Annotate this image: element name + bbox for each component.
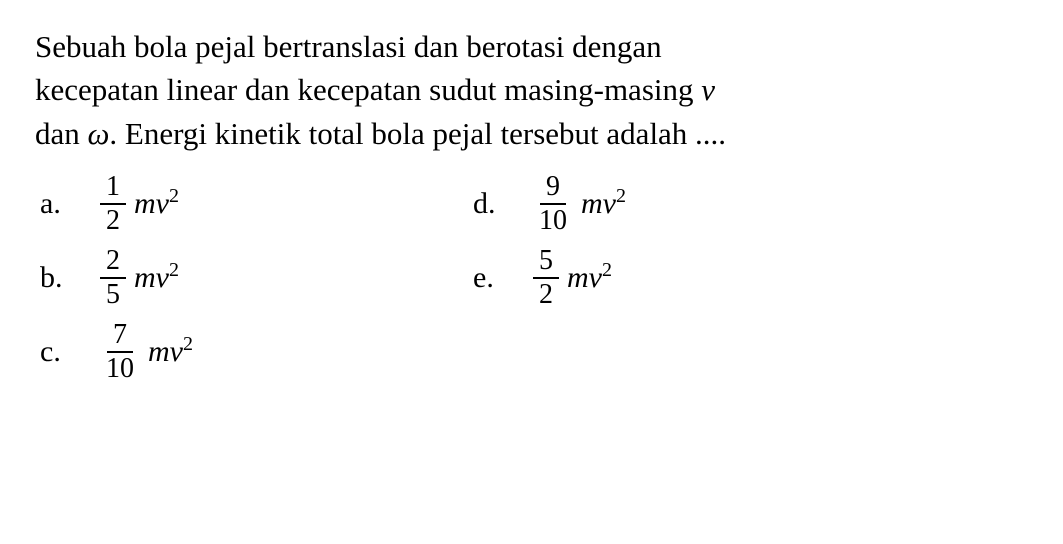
formula-c: 7 10 mv2 bbox=[100, 321, 193, 383]
var-v-c: v bbox=[170, 335, 183, 369]
question-omega: ω bbox=[88, 116, 110, 151]
question-line3-part2: . Energi kinetik total bola pejal terseb… bbox=[109, 116, 726, 151]
exp-e: 2 bbox=[602, 259, 612, 282]
fraction-a: 1 2 bbox=[100, 173, 126, 235]
var-v-b: v bbox=[156, 261, 169, 295]
option-b: b. 2 5 mv2 bbox=[40, 247, 193, 309]
exp-c: 2 bbox=[183, 333, 193, 356]
option-c: c. 7 10 mv2 bbox=[40, 321, 193, 383]
var-v-d: v bbox=[603, 187, 616, 221]
fraction-d-den: 10 bbox=[533, 205, 573, 235]
fraction-d: 9 10 bbox=[533, 173, 573, 235]
option-a: a. 1 2 mv2 bbox=[40, 173, 193, 235]
option-letter-d: d. bbox=[473, 187, 503, 221]
fraction-e: 5 2 bbox=[533, 247, 559, 309]
option-d: d. 9 10 mv2 bbox=[473, 173, 626, 235]
exp-a: 2 bbox=[169, 185, 179, 208]
options-container: a. 1 2 mv2 b. 2 5 mv2 c. bbox=[35, 173, 1028, 383]
var-m-b: m bbox=[134, 261, 156, 295]
fraction-a-den: 2 bbox=[100, 205, 126, 235]
question-var-v: v bbox=[701, 72, 715, 107]
formula-d: 9 10 mv2 bbox=[533, 173, 626, 235]
var-v-a: v bbox=[156, 187, 169, 221]
fraction-c-num: 7 bbox=[107, 321, 133, 353]
exp-b: 2 bbox=[169, 259, 179, 282]
fraction-c: 7 10 bbox=[100, 321, 140, 383]
var-m-d: m bbox=[581, 187, 603, 221]
formula-e: 5 2 mv2 bbox=[533, 247, 612, 309]
question-line1: Sebuah bola pejal bertranslasi dan berot… bbox=[35, 29, 662, 64]
options-column-left: a. 1 2 mv2 b. 2 5 mv2 c. bbox=[40, 173, 193, 383]
question-line2-part1: kecepatan linear dan kecepatan sudut mas… bbox=[35, 72, 701, 107]
var-v-e: v bbox=[589, 261, 602, 295]
exp-d: 2 bbox=[616, 185, 626, 208]
option-letter-a: a. bbox=[40, 187, 70, 221]
fraction-b: 2 5 bbox=[100, 247, 126, 309]
fraction-d-num: 9 bbox=[540, 173, 566, 205]
fraction-a-num: 1 bbox=[100, 173, 126, 205]
question-line3-part1: dan bbox=[35, 116, 88, 151]
fraction-e-num: 5 bbox=[533, 247, 559, 279]
var-m-e: m bbox=[567, 261, 589, 295]
var-m-a: m bbox=[134, 187, 156, 221]
var-m-c: m bbox=[148, 335, 170, 369]
fraction-c-den: 10 bbox=[100, 353, 140, 383]
option-e: e. 5 2 mv2 bbox=[473, 247, 626, 309]
option-letter-b: b. bbox=[40, 261, 70, 295]
option-letter-e: e. bbox=[473, 261, 503, 295]
formula-b: 2 5 mv2 bbox=[100, 247, 179, 309]
option-letter-c: c. bbox=[40, 335, 70, 369]
fraction-b-den: 5 bbox=[100, 279, 126, 309]
formula-a: 1 2 mv2 bbox=[100, 173, 179, 235]
fraction-b-num: 2 bbox=[100, 247, 126, 279]
fraction-e-den: 2 bbox=[533, 279, 559, 309]
question-text: Sebuah bola pejal bertranslasi dan berot… bbox=[35, 25, 1028, 155]
options-column-right: d. 9 10 mv2 e. 5 2 mv2 bbox=[473, 173, 626, 383]
